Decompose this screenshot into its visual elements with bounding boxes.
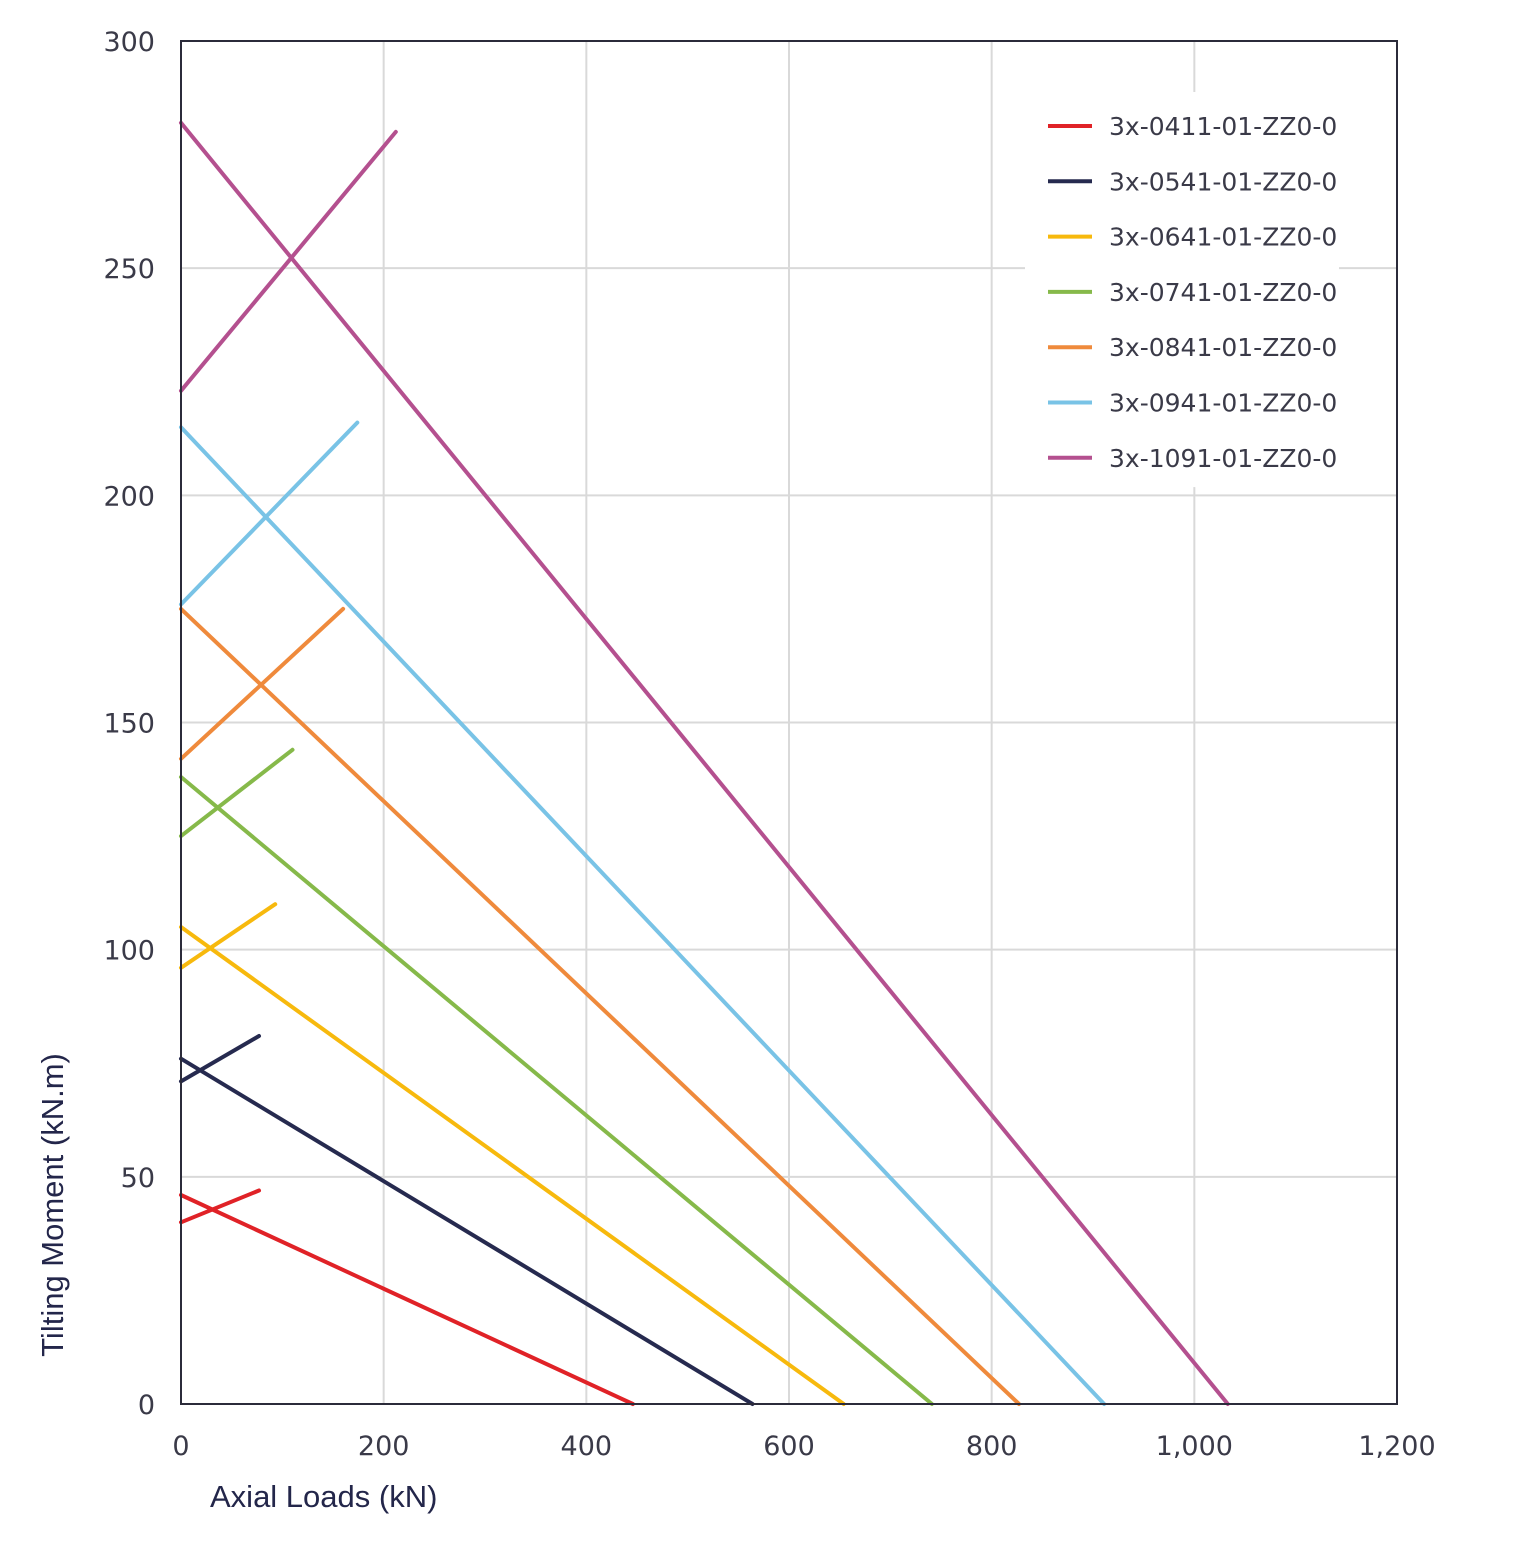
legend-label: 3x-1091-01-ZZ0-0 <box>1109 444 1337 473</box>
series-line-increasing <box>179 1034 261 1084</box>
series-line-decreasing <box>179 1193 635 1406</box>
legend-label: 3x-0941-01-ZZ0-0 <box>1109 389 1337 418</box>
x-tick-label: 800 <box>966 1431 1018 1462</box>
x-tick-label: 200 <box>358 1431 410 1462</box>
y-tick-label: 150 <box>103 709 155 740</box>
x-tick-label: 0 <box>172 1431 189 1462</box>
legend-item: 3x-0541-01-ZZ0-0 <box>1048 167 1337 196</box>
legend-item: 3x-0411-01-ZZ0-0 <box>1048 112 1337 141</box>
series-line-decreasing <box>179 775 934 1406</box>
y-tick-label: 250 <box>103 254 155 285</box>
series-line-decreasing <box>179 425 1107 1406</box>
series-lines <box>179 120 1230 1406</box>
series-line-increasing <box>179 420 360 607</box>
x-tick-label: 400 <box>561 1431 613 1462</box>
series-3x-1091-01-ZZ0-0 <box>179 120 1230 1406</box>
series-line-increasing <box>179 1188 261 1225</box>
series-line-decreasing <box>179 120 1230 1406</box>
legend-item: 3x-0941-01-ZZ0-0 <box>1048 389 1337 418</box>
y-tick-labels: 0 50 100 150 200 250 300 <box>103 27 155 1421</box>
series-line-increasing <box>179 606 346 761</box>
y-tick-label: 300 <box>103 27 155 58</box>
series-3x-0411-01-ZZ0-0 <box>179 1188 635 1406</box>
x-tick-label: 600 <box>763 1431 815 1462</box>
legend-item: 3x-1091-01-ZZ0-0 <box>1048 444 1337 473</box>
legend-label: 3x-0741-01-ZZ0-0 <box>1109 278 1337 307</box>
legend-item: 3x-0641-01-ZZ0-0 <box>1048 223 1337 252</box>
x-tick-label: 1,200 <box>1358 1431 1435 1462</box>
x-tick-labels: 0 200 400 600 800 1,000 1,200 <box>172 1431 1435 1462</box>
y-tick-label: 200 <box>103 481 155 512</box>
legend-background <box>1025 92 1339 488</box>
series-3x-0941-01-ZZ0-0 <box>179 420 1107 1406</box>
series-line-increasing <box>179 747 295 839</box>
legend: 3x-0411-01-ZZ0-0 3x-0541-01-ZZ0-0 3x-0641-… <box>1025 92 1339 488</box>
y-tick-label: 100 <box>103 936 155 967</box>
series-line-decreasing <box>179 1056 755 1406</box>
legend-label: 3x-0641-01-ZZ0-0 <box>1109 223 1337 252</box>
plot-frame <box>180 40 1398 1405</box>
series-line-decreasing <box>179 606 1021 1406</box>
series-line-increasing <box>179 902 278 970</box>
y-axis-title: Tilting Moment (kN.m) <box>35 1053 70 1357</box>
x-axis-title: Axial Loads (kN) <box>210 1479 437 1514</box>
series-line-decreasing <box>179 925 846 1406</box>
y-tick-label: 0 <box>138 1390 155 1421</box>
legend-item: 3x-0741-01-ZZ0-0 <box>1048 278 1337 307</box>
legend-label: 3x-0541-01-ZZ0-0 <box>1109 167 1337 196</box>
y-tick-label: 50 <box>121 1163 155 1194</box>
legend-label: 3x-0841-01-ZZ0-0 <box>1109 333 1337 362</box>
series-3x-0741-01-ZZ0-0 <box>179 747 934 1406</box>
x-tick-label: 1,000 <box>1156 1431 1233 1462</box>
series-3x-0841-01-ZZ0-0 <box>179 606 1021 1406</box>
legend-label: 3x-0411-01-ZZ0-0 <box>1109 112 1337 141</box>
series-3x-0641-01-ZZ0-0 <box>179 902 846 1406</box>
series-3x-0541-01-ZZ0-0 <box>179 1034 755 1406</box>
series-line-increasing <box>179 129 398 393</box>
legend-item: 3x-0841-01-ZZ0-0 <box>1048 333 1337 362</box>
